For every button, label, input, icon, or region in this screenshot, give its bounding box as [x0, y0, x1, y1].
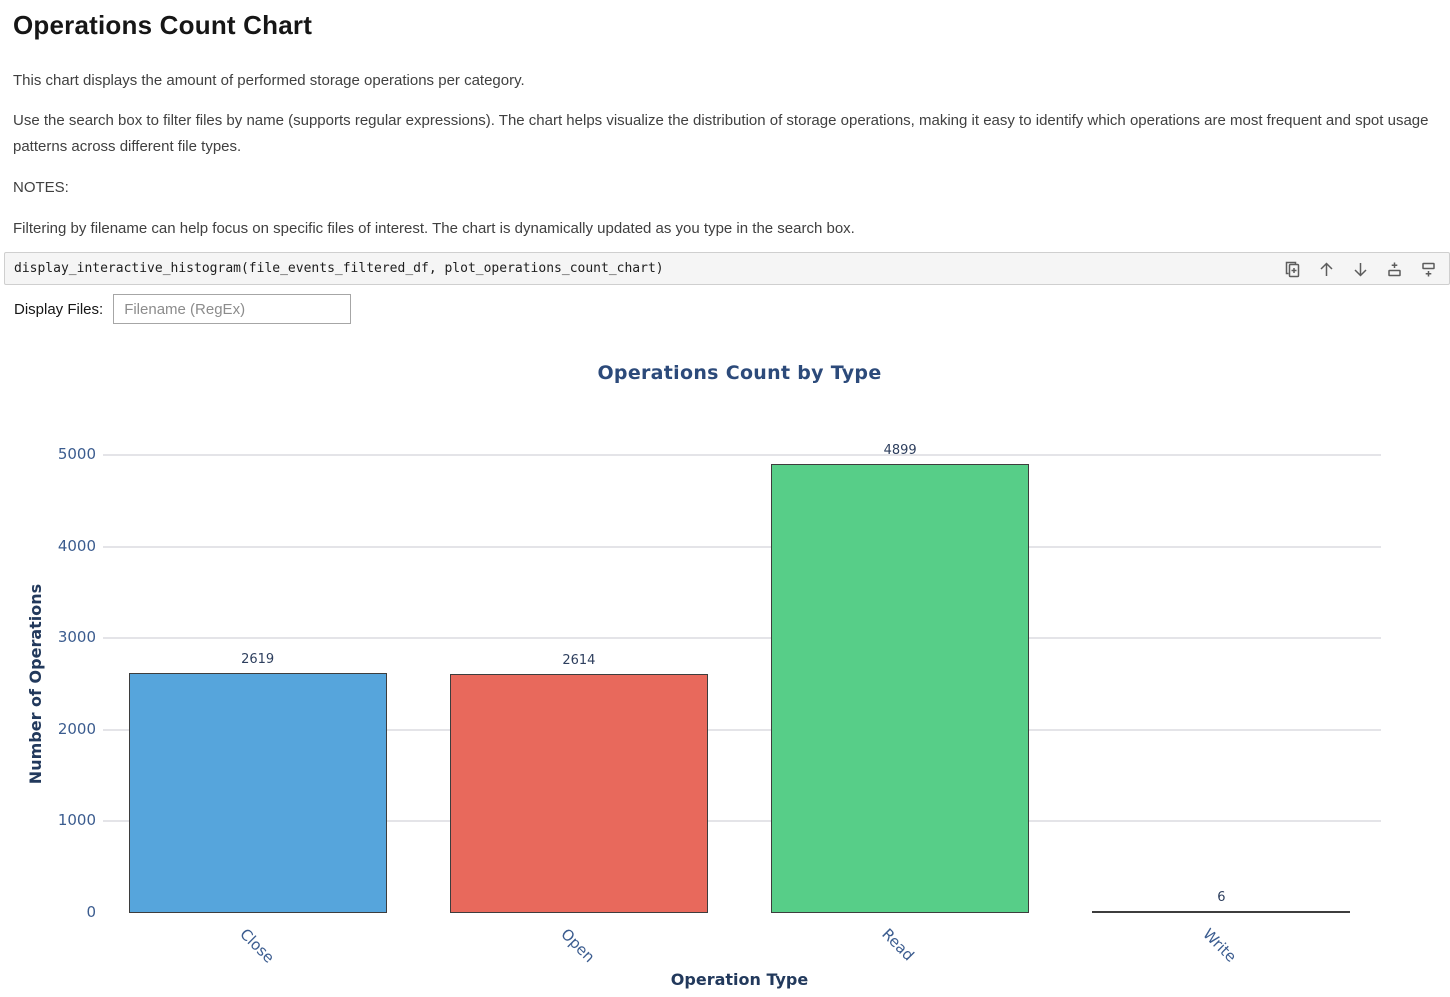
- move-cell-down-icon[interactable]: [1352, 261, 1369, 278]
- x-axis-title: Operation Type: [670, 970, 809, 989]
- insert-cell-above-icon[interactable]: [1386, 261, 1403, 278]
- cell-toolbar: [1284, 253, 1437, 286]
- y-tick-label: 0: [86, 903, 96, 921]
- duplicate-cell-icon[interactable]: [1284, 261, 1301, 278]
- gridline: [103, 454, 1381, 456]
- x-tick-label: Write: [1199, 925, 1241, 966]
- description-paragraph-3: Filtering by filename can help focus on …: [13, 220, 855, 237]
- operations-count-chart: Operations Count by Type 0 1000 2000 3000 40…: [0, 340, 1450, 997]
- description-paragraph-2: Use the search box to filter files by na…: [13, 112, 1429, 155]
- bar-read[interactable]: [771, 464, 1030, 913]
- x-tick-label: Close: [235, 925, 278, 967]
- insert-cell-below-icon[interactable]: [1420, 261, 1437, 278]
- chart-title: Operations Count by Type: [597, 362, 882, 384]
- y-tick-label: 2000: [57, 719, 96, 738]
- code-cell[interactable]: display_interactive_histogram(file_event…: [4, 252, 1450, 285]
- y-tick-label: 4000: [57, 536, 96, 555]
- bar-value-label: 6: [1217, 890, 1226, 905]
- code-text[interactable]: display_interactive_histogram(file_event…: [14, 261, 664, 276]
- bar-close[interactable]: [128, 673, 387, 913]
- y-tick-label: 1000: [57, 811, 96, 830]
- bar-write[interactable]: [1092, 911, 1351, 913]
- bar-open[interactable]: [449, 673, 708, 913]
- notes-label: NOTES:: [13, 179, 69, 196]
- x-tick-label: Open: [557, 925, 599, 967]
- y-tick-label: 3000: [57, 628, 96, 647]
- gridline: [103, 820, 1381, 823]
- filename-filter-input[interactable]: [113, 294, 352, 324]
- gridline: [103, 545, 1381, 548]
- move-cell-up-icon[interactable]: [1318, 261, 1335, 278]
- y-tick-label: 5000: [57, 445, 96, 463]
- gridline: [103, 728, 1381, 731]
- bar-value-label: 2619: [241, 652, 275, 668]
- markdown-area: Operations Count Chart This chart displa…: [13, 0, 1441, 242]
- display-files-label: Display Files:: [14, 300, 104, 318]
- gridline: [103, 637, 1381, 640]
- bar-value-label: 2614: [562, 652, 596, 668]
- page-title: Operations Count Chart: [13, 10, 313, 40]
- y-axis-title: Number of Operations: [26, 583, 45, 785]
- description-paragraph-1: This chart displays the amount of perfor…: [13, 72, 525, 89]
- filter-row: Display Files:: [14, 294, 352, 324]
- bar-value-label: 4899: [883, 443, 917, 459]
- x-tick-label: Read: [878, 925, 918, 965]
